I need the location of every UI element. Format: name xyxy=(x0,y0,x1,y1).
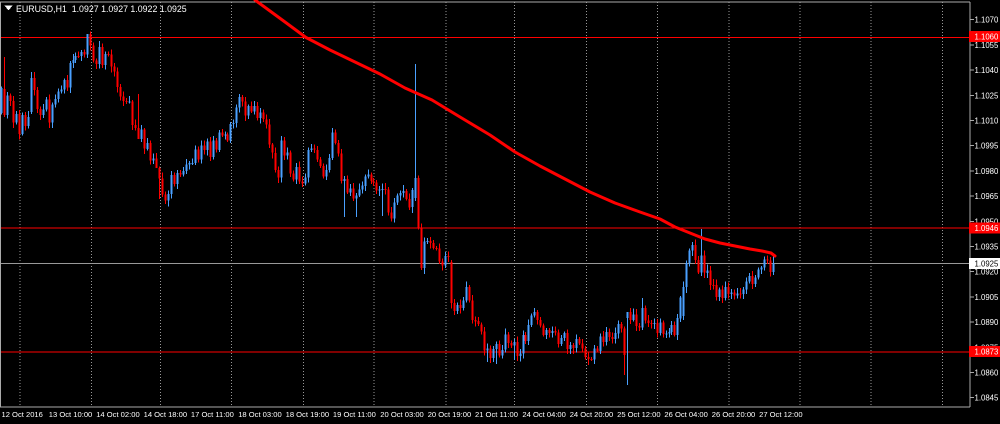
svg-text:26 Oct 04:00: 26 Oct 04:00 xyxy=(664,410,707,419)
svg-text:1.1070: 1.1070 xyxy=(975,16,1000,25)
svg-text:1.0965: 1.0965 xyxy=(975,192,1000,201)
svg-text:24 Oct 20:00: 24 Oct 20:00 xyxy=(570,410,613,419)
svg-text:1.0950: 1.0950 xyxy=(975,217,1000,226)
svg-text:27 Oct 12:00: 27 Oct 12:00 xyxy=(759,410,802,419)
svg-text:1.1055: 1.1055 xyxy=(975,41,1000,50)
svg-text:24 Oct 04:00: 24 Oct 04:00 xyxy=(522,410,565,419)
svg-text:1.0873: 1.0873 xyxy=(975,348,999,357)
svg-text:EURUSD,H1 1.0927 1.0927 1.092: EURUSD,H1 1.0927 1.0927 1.0922 1.0925 xyxy=(16,4,187,14)
svg-text:25 Oct 12:00: 25 Oct 12:00 xyxy=(617,410,660,419)
svg-text:26 Oct 20:00: 26 Oct 20:00 xyxy=(712,410,755,419)
svg-text:1.0890: 1.0890 xyxy=(975,318,1000,327)
svg-text:1.1040: 1.1040 xyxy=(975,66,1000,75)
svg-text:1.1060: 1.1060 xyxy=(975,33,1000,42)
svg-text:14 Oct 02:00: 14 Oct 02:00 xyxy=(96,410,139,419)
svg-text:1.0920: 1.0920 xyxy=(975,268,1000,277)
svg-text:1.1025: 1.1025 xyxy=(975,91,1000,100)
svg-text:1.0980: 1.0980 xyxy=(975,167,1000,176)
svg-text:1.0946: 1.0946 xyxy=(975,224,999,233)
svg-text:1.0925: 1.0925 xyxy=(975,259,1000,268)
svg-text:1.0845: 1.0845 xyxy=(975,394,1000,403)
svg-text:17 Oct 11:00: 17 Oct 11:00 xyxy=(191,410,234,419)
svg-text:1.0995: 1.0995 xyxy=(975,142,1000,151)
svg-text:1.0905: 1.0905 xyxy=(975,293,1000,302)
svg-text:14 Oct 18:00: 14 Oct 18:00 xyxy=(144,410,187,419)
svg-text:1.1010: 1.1010 xyxy=(975,117,1000,126)
svg-text:13 Oct 10:00: 13 Oct 10:00 xyxy=(49,410,92,419)
svg-text:1.0860: 1.0860 xyxy=(975,369,1000,378)
svg-text:1.0935: 1.0935 xyxy=(975,243,1000,252)
svg-text:12 Oct 2016: 12 Oct 2016 xyxy=(2,410,43,419)
svg-text:18 Oct 03:00: 18 Oct 03:00 xyxy=(238,410,281,419)
svg-text:18 Oct 19:00: 18 Oct 19:00 xyxy=(286,410,329,419)
svg-text:20 Oct 19:00: 20 Oct 19:00 xyxy=(428,410,471,419)
svg-text:20 Oct 03:00: 20 Oct 03:00 xyxy=(380,410,423,419)
svg-text:21 Oct 11:00: 21 Oct 11:00 xyxy=(475,410,518,419)
svg-text:19 Oct 11:00: 19 Oct 11:00 xyxy=(333,410,376,419)
